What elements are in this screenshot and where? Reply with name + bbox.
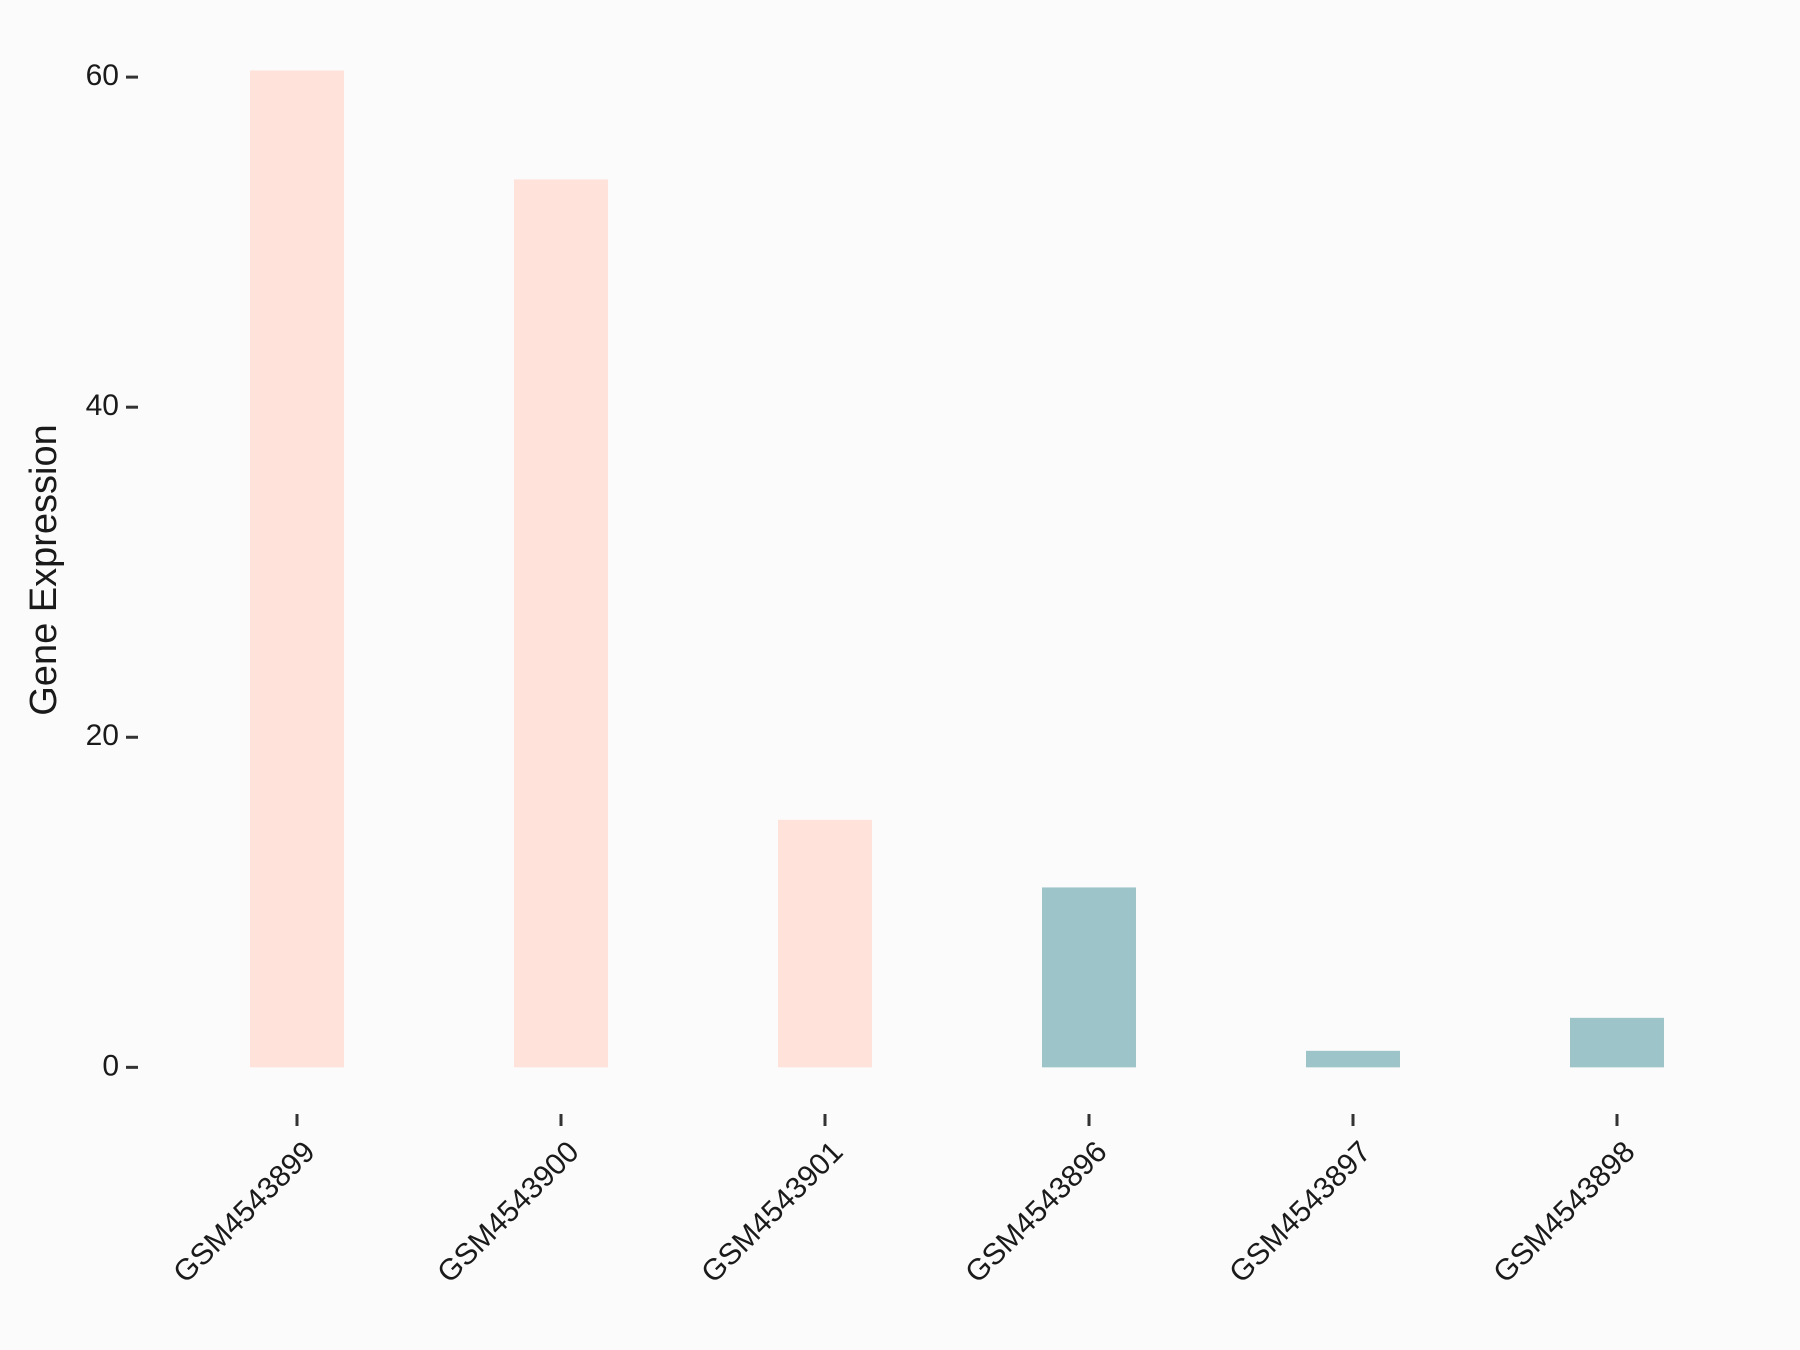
y-tick-label: 20 [86,719,119,752]
x-tick-label: GSM4543900 [431,1135,585,1289]
bar [778,819,872,1068]
x-tick-label: GSM4543897 [1223,1135,1377,1289]
x-tick-label: GSM4543899 [167,1135,321,1289]
x-tick-label: GSM4543898 [1487,1135,1641,1289]
x-tick-label: GSM4543901 [695,1135,849,1289]
y-tick-label: 40 [86,389,119,422]
bar [250,70,344,1068]
bar [1570,1017,1664,1068]
bar [1306,1050,1400,1068]
y-tick-label: 0 [102,1049,119,1082]
y-tick-label: 60 [86,59,119,92]
bar [1042,887,1136,1068]
y-axis-title: Gene Expression [23,424,65,716]
bar [514,179,608,1068]
x-tick-label: GSM4543896 [959,1135,1113,1289]
